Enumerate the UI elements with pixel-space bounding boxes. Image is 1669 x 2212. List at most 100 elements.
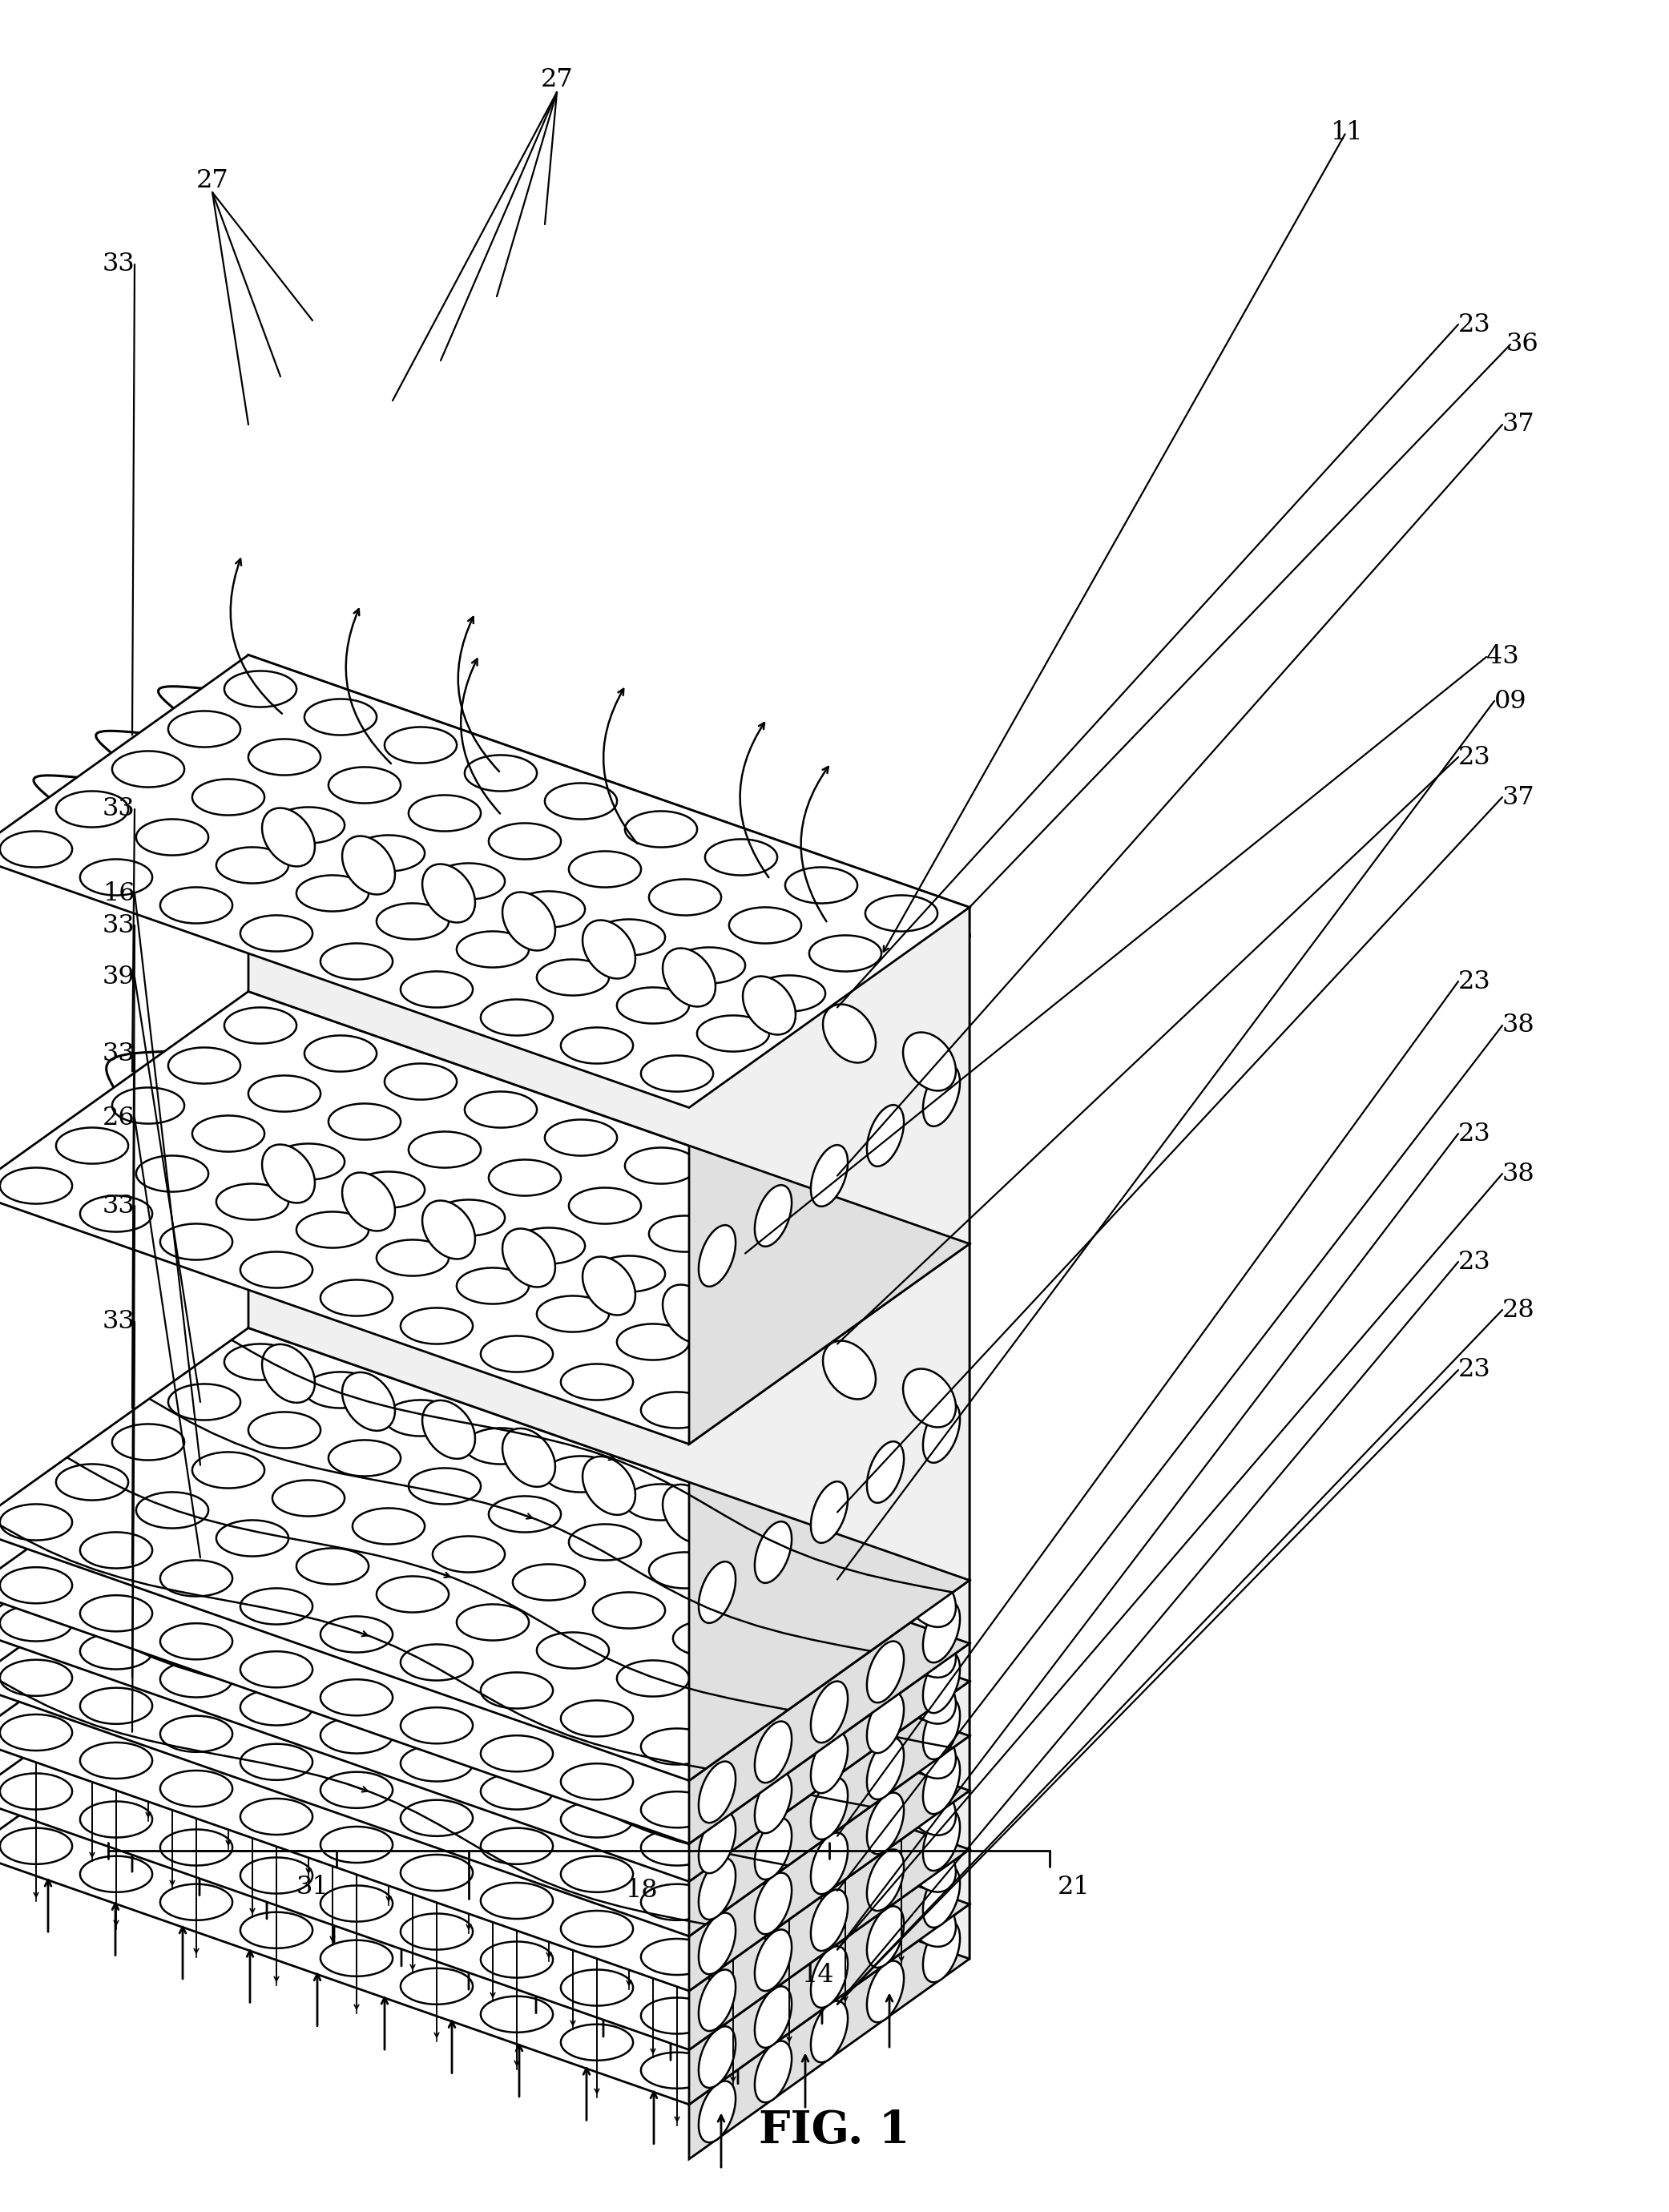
Polygon shape	[673, 1889, 746, 1927]
Polygon shape	[342, 1469, 396, 1528]
Polygon shape	[384, 1462, 457, 1500]
Polygon shape	[457, 1874, 529, 1909]
Text: 23: 23	[1459, 745, 1490, 770]
Polygon shape	[698, 1898, 769, 1936]
Polygon shape	[704, 1575, 778, 1610]
Polygon shape	[217, 1621, 289, 1657]
Polygon shape	[673, 1944, 746, 1980]
Polygon shape	[432, 1199, 506, 1237]
Polygon shape	[811, 1889, 848, 1951]
Polygon shape	[753, 1805, 826, 1840]
Polygon shape	[217, 1183, 289, 1219]
Polygon shape	[729, 1736, 801, 1772]
Polygon shape	[432, 1637, 506, 1672]
Polygon shape	[0, 655, 970, 1108]
Polygon shape	[569, 1847, 641, 1885]
Polygon shape	[329, 1650, 401, 1686]
Polygon shape	[409, 1469, 481, 1504]
Polygon shape	[624, 1586, 698, 1621]
Polygon shape	[224, 1500, 297, 1535]
Polygon shape	[673, 1832, 746, 1867]
Polygon shape	[512, 1719, 586, 1756]
Text: 33: 33	[102, 1192, 135, 1219]
Polygon shape	[689, 1849, 970, 2104]
Polygon shape	[262, 1396, 315, 1453]
Polygon shape	[320, 1679, 392, 1717]
Polygon shape	[698, 1688, 769, 1725]
Polygon shape	[809, 1878, 881, 1913]
Polygon shape	[903, 1721, 956, 1778]
Polygon shape	[592, 1747, 666, 1785]
Polygon shape	[903, 1619, 956, 1677]
Polygon shape	[272, 1480, 345, 1515]
Polygon shape	[329, 1595, 401, 1632]
Polygon shape	[811, 1146, 848, 1206]
Polygon shape	[489, 1652, 561, 1688]
Polygon shape	[377, 1787, 449, 1823]
Polygon shape	[112, 1524, 184, 1562]
Polygon shape	[689, 1579, 970, 1843]
Polygon shape	[401, 1644, 472, 1681]
Polygon shape	[923, 1652, 960, 1712]
Text: 26: 26	[102, 1106, 135, 1130]
Polygon shape	[866, 1907, 905, 1969]
Polygon shape	[592, 920, 666, 956]
Polygon shape	[512, 1628, 586, 1663]
Polygon shape	[249, 1391, 970, 1681]
Polygon shape	[618, 1816, 689, 1851]
Polygon shape	[784, 1697, 858, 1732]
Polygon shape	[422, 1608, 476, 1668]
Polygon shape	[569, 1626, 641, 1661]
Polygon shape	[169, 1385, 240, 1420]
Text: 23: 23	[1459, 1358, 1490, 1382]
Polygon shape	[240, 1652, 312, 1688]
Polygon shape	[217, 1845, 289, 1880]
Polygon shape	[582, 1506, 636, 1566]
Polygon shape	[169, 1595, 240, 1630]
Polygon shape	[169, 1447, 240, 1484]
Polygon shape	[262, 1440, 315, 1500]
Polygon shape	[618, 987, 689, 1024]
Polygon shape	[754, 1186, 791, 1248]
Polygon shape	[304, 1473, 377, 1509]
Polygon shape	[754, 1986, 791, 2048]
Text: 27: 27	[195, 168, 229, 192]
Polygon shape	[137, 1648, 209, 1683]
Polygon shape	[57, 1787, 129, 1825]
Polygon shape	[160, 1717, 232, 1752]
Polygon shape	[704, 1723, 778, 1759]
Polygon shape	[112, 752, 184, 787]
Polygon shape	[481, 1882, 552, 1918]
Polygon shape	[0, 1774, 72, 1809]
Polygon shape	[866, 1849, 905, 1911]
Polygon shape	[481, 1995, 552, 2033]
Polygon shape	[137, 818, 209, 856]
Polygon shape	[729, 1849, 801, 1885]
Polygon shape	[865, 1891, 938, 1929]
Text: 31: 31	[295, 1874, 329, 1900]
Polygon shape	[489, 1559, 561, 1595]
Polygon shape	[352, 1608, 426, 1646]
Polygon shape	[401, 1913, 472, 1949]
Polygon shape	[624, 1754, 698, 1790]
Polygon shape	[809, 1608, 881, 1644]
Polygon shape	[673, 1776, 746, 1812]
Polygon shape	[377, 902, 449, 940]
Polygon shape	[502, 1694, 556, 1752]
Polygon shape	[689, 1681, 970, 1936]
Polygon shape	[582, 1455, 636, 1515]
Polygon shape	[169, 1484, 240, 1522]
Polygon shape	[329, 1710, 401, 1745]
Polygon shape	[512, 1666, 586, 1701]
Polygon shape	[352, 1832, 426, 1869]
Polygon shape	[663, 1637, 716, 1694]
Polygon shape	[409, 1624, 481, 1659]
Polygon shape	[641, 1885, 713, 1920]
Polygon shape	[743, 1608, 796, 1668]
Polygon shape	[342, 1422, 396, 1482]
Polygon shape	[169, 1708, 240, 1743]
Polygon shape	[272, 1582, 345, 1617]
Text: 38: 38	[1502, 1013, 1535, 1037]
Polygon shape	[618, 1871, 689, 1907]
Polygon shape	[304, 1436, 377, 1471]
